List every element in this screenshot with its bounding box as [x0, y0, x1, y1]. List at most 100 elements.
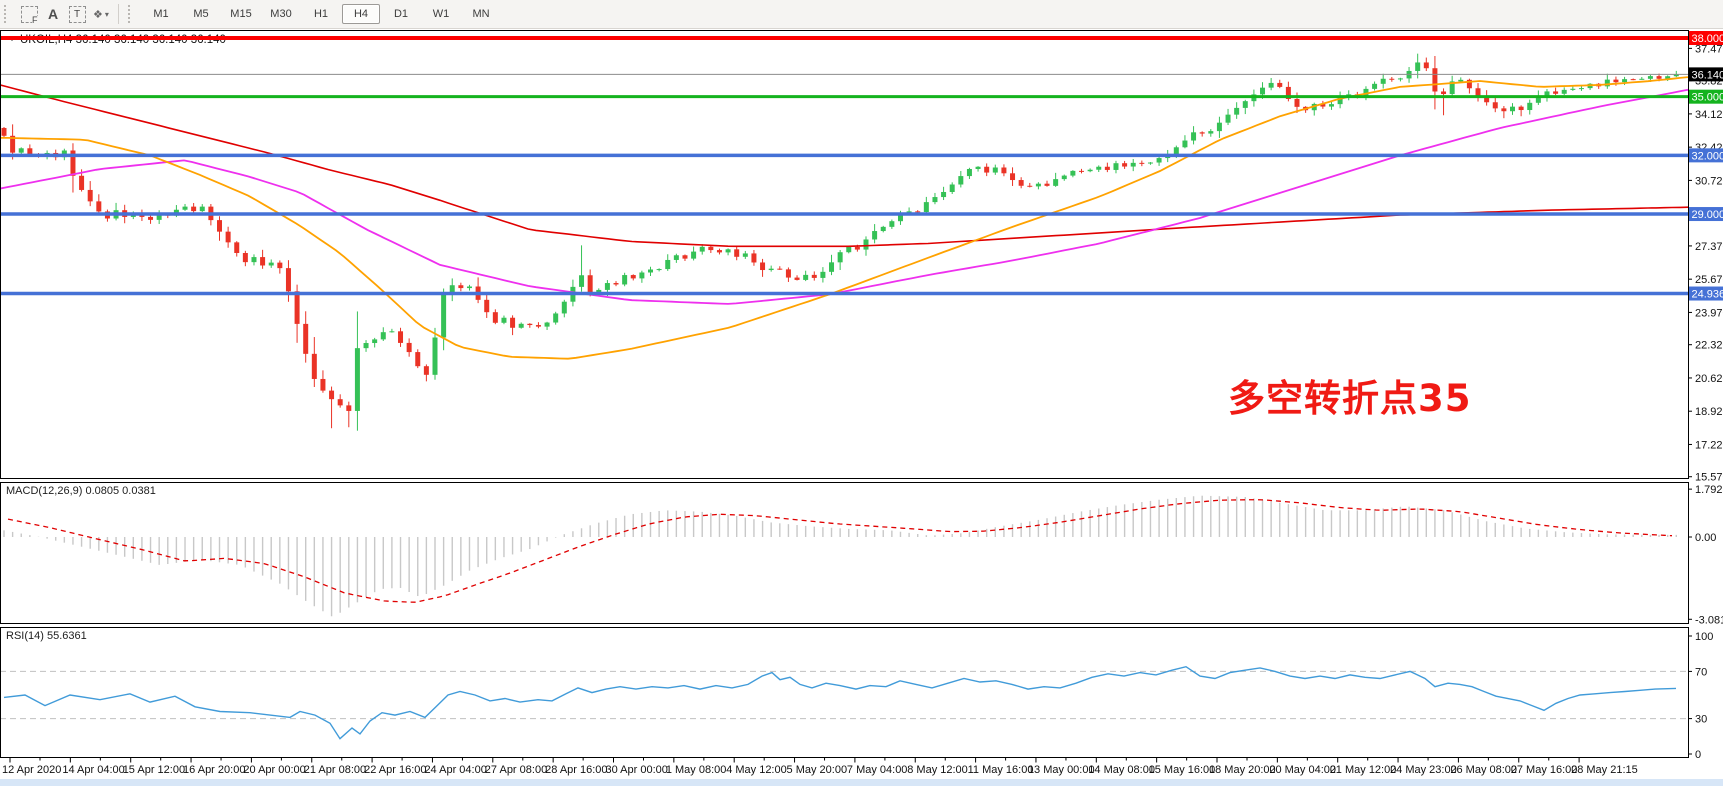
- candle-body: [1423, 62, 1429, 69]
- candle-body: [363, 343, 369, 349]
- text-tool-button[interactable]: A: [41, 3, 65, 25]
- arrows-tool-icon: ❖: [93, 8, 103, 21]
- candle-body: [199, 206, 205, 212]
- candle-body: [613, 283, 619, 285]
- candle-body: [1553, 91, 1559, 94]
- candle-body: [975, 166, 981, 169]
- arrows-tool-button[interactable]: ❖ ▾: [89, 3, 113, 25]
- candle-body: [1130, 162, 1136, 167]
- price-badge-label: 29.000: [1692, 209, 1723, 221]
- price-badge-label: 32.000: [1692, 150, 1723, 162]
- candle-body: [251, 257, 257, 263]
- candle-body: [1484, 95, 1490, 103]
- candle-body: [303, 323, 309, 354]
- candle-body: [484, 299, 490, 313]
- candle-body: [277, 262, 283, 269]
- candle-body: [346, 405, 352, 411]
- candle-body: [217, 220, 222, 232]
- candle-body: [897, 214, 903, 222]
- candle-body: [260, 257, 266, 266]
- candle-body: [829, 262, 835, 272]
- axis-tick-label: 25.670: [1695, 274, 1723, 286]
- time-tick-label: 20 Apr 00:00: [243, 764, 305, 776]
- timeframe-button-mn[interactable]: MN: [472, 8, 490, 20]
- candle-body: [872, 231, 878, 240]
- candle-body: [949, 184, 955, 192]
- timeframe-button-m1[interactable]: M1: [153, 8, 169, 20]
- candle-body: [1234, 107, 1240, 115]
- candle-body: [1656, 76, 1662, 79]
- candle-body: [1501, 108, 1507, 112]
- pane-divider[interactable]: [0, 479, 1688, 482]
- candle-body: [10, 135, 16, 153]
- toolbar-grip-2[interactable]: [128, 5, 135, 23]
- text-label-tool-button[interactable]: T: [65, 3, 89, 25]
- axis-tick-label: 30: [1695, 714, 1707, 726]
- timeframe-button-h4[interactable]: H4: [342, 4, 380, 24]
- candle-body: [535, 325, 541, 327]
- candle-body: [1449, 81, 1455, 95]
- candle-body: [1466, 79, 1472, 89]
- toolbar-separator: [118, 4, 119, 24]
- time-tick-label: 22 Apr 16:00: [364, 764, 426, 776]
- time-tick-label: 15 Apr 12:00: [123, 764, 185, 776]
- axis-tick-label: 18.920: [1695, 406, 1723, 418]
- macd-pane-bg[interactable]: [0, 482, 1689, 624]
- rsi-pane-bg[interactable]: [0, 627, 1689, 758]
- candle-body: [794, 277, 800, 280]
- axis-tick-label: 100: [1695, 631, 1713, 643]
- time-axis[interactable]: [0, 758, 1688, 778]
- candle-body: [1147, 162, 1153, 164]
- time-tick-label: 21 May 12:00: [1330, 764, 1397, 776]
- candle-body: [458, 285, 464, 289]
- candle-body: [596, 289, 602, 293]
- axis-tick-label: 22.320: [1695, 340, 1723, 352]
- rsi-pane[interactable]: [0, 627, 1689, 758]
- timeframe-buttons: M1 M5 M15 M30 H1 H4 D1 W1 MN: [141, 4, 501, 24]
- price-badge: [1689, 89, 1723, 104]
- candle-body: [1535, 96, 1541, 103]
- timeframe-button-w1[interactable]: W1: [432, 8, 450, 20]
- candle-body: [398, 331, 404, 343]
- candle-body: [1492, 102, 1498, 109]
- candle-body: [449, 285, 455, 295]
- candle-body: [923, 202, 929, 213]
- axis-tick-label: 0: [1695, 749, 1701, 761]
- candle-body: [234, 242, 240, 253]
- candle-body: [1139, 162, 1145, 164]
- timeframe-button-m15[interactable]: M15: [230, 8, 252, 20]
- chart-annotation-text: 多空转折点35: [1228, 377, 1472, 420]
- candle-body: [734, 249, 740, 257]
- candle-body: [1622, 79, 1628, 83]
- candle-body: [984, 166, 990, 173]
- macd-pane[interactable]: [0, 482, 1689, 624]
- candle-body: [156, 214, 162, 220]
- fibonacci-tool-button[interactable]: F: [17, 3, 41, 25]
- timeframe-button-m5[interactable]: M5: [193, 8, 209, 20]
- timeframe-button-d1[interactable]: D1: [393, 8, 409, 20]
- candle-body: [1277, 82, 1283, 87]
- main-pane-bg[interactable]: [0, 30, 1689, 479]
- price-badge-label: 24.936: [1692, 289, 1723, 301]
- time-tick-label: 13 May 00:00: [1028, 764, 1095, 776]
- time-tick-label: 7 May 04:00: [847, 764, 908, 776]
- pane-divider[interactable]: [0, 624, 1688, 627]
- candle-body: [1647, 76, 1653, 79]
- candle-body: [1544, 91, 1550, 97]
- timeframe-button-h1[interactable]: H1: [313, 8, 329, 20]
- axis-tick-label: 0.00: [1695, 532, 1716, 544]
- chart-canvas[interactable]: UKOIL,H4 36.140 36.140 36.140 36.140 37.4…: [0, 28, 1723, 786]
- axis-tick-label: 15.570: [1695, 472, 1723, 484]
- candle-body: [716, 250, 722, 253]
- candle-body: [544, 322, 550, 327]
- toolbar-grip[interactable]: [4, 5, 11, 23]
- candle-body: [1260, 87, 1266, 95]
- main-chart-pane[interactable]: UKOIL,H4 36.140 36.140 36.140 36.140: [0, 30, 1689, 479]
- timeframe-button-m30[interactable]: M30: [270, 8, 292, 20]
- time-tick-label: 28 May 21:15: [1571, 764, 1638, 776]
- fibonacci-tool-icon: F: [20, 5, 38, 25]
- candle-body: [1018, 180, 1024, 186]
- macd-signal-line: [7, 499, 1673, 603]
- candle-body: [311, 353, 317, 379]
